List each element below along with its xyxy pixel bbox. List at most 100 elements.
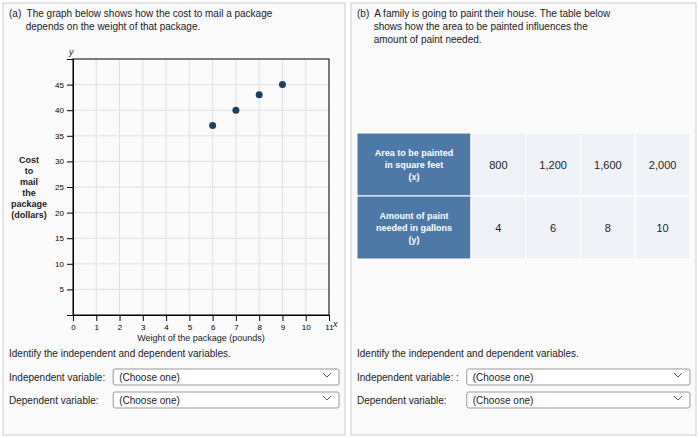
y-tick: 20: [55, 209, 73, 218]
x-tick: 6: [211, 315, 216, 332]
x-tick-label: 6: [211, 323, 216, 332]
dropdown: (Choose one): [467, 369, 690, 385]
dropdown-box: [113, 392, 339, 408]
y-tick-mark: [67, 85, 73, 86]
panel: (b) A family is going to paint their hou…: [351, 3, 696, 435]
data-label: 2,000: [649, 159, 677, 171]
data-label: 1,200: [539, 159, 567, 171]
data-label: 10: [657, 222, 669, 234]
y-tick: 5: [60, 285, 73, 294]
title: (a) The graph below shows how the cost t…: [9, 8, 273, 32]
dropdown-arrow: [674, 373, 682, 377]
y-tick-mark: [67, 110, 73, 111]
y-tick: 30: [55, 157, 73, 166]
grid-line: [73, 135, 329, 136]
table-cell: [471, 133, 526, 196]
table-cell: [635, 196, 690, 259]
y-tick-label: 10: [55, 260, 64, 269]
table-cell: [581, 133, 636, 196]
x-tick-mark: [329, 315, 330, 321]
data-label: 1,600: [594, 159, 622, 171]
x-tick-label: 2: [118, 323, 123, 332]
y-tick-mark: [67, 264, 73, 265]
x-tick-label: 4: [164, 323, 169, 332]
dropdown-text: (Choose one): [119, 395, 180, 406]
y-axis: 5 10 15 20 25 30 35 40 45: [55, 60, 73, 316]
x-tick-mark: [120, 315, 121, 321]
grid: [73, 59, 329, 315]
x-tick: 5: [188, 315, 193, 332]
grid-line: [73, 238, 329, 239]
dropdown-label: Independent variable:: [9, 372, 105, 383]
table-cell: [581, 196, 636, 259]
y-axis-line: [67, 60, 74, 316]
x-tick: 9: [281, 315, 286, 332]
grid-line: [73, 110, 329, 111]
x-tick-label: 5: [188, 323, 193, 332]
row-header: Area to be paintedin square feet(x): [357, 133, 471, 196]
dropdown-arrow: [323, 373, 331, 377]
x-tick-mark: [236, 315, 237, 321]
dropdown-text: (Choose one): [119, 372, 180, 383]
table-cell: [471, 196, 526, 259]
x-tick-label: 10: [302, 323, 311, 332]
grid-line: [73, 289, 329, 290]
y-tick-label: 5: [60, 285, 65, 294]
y-tick: 40: [55, 106, 73, 115]
y-tick-mark: [67, 136, 73, 137]
y-tick-mark: [67, 187, 73, 188]
x-tick-label: 0: [71, 323, 76, 332]
figure: (a) The graph below shows how the cost t…: [0, 0, 699, 438]
dropdown: (Choose one): [113, 392, 339, 408]
x-tick: 7: [234, 315, 239, 332]
dropdown-box: [467, 369, 690, 385]
data-label: 6: [550, 222, 556, 234]
row-header: Amount of paintneeded in gallons(y): [357, 196, 471, 259]
x-tick-mark: [189, 315, 190, 321]
x-tick: 1: [95, 315, 100, 332]
grid-line: [73, 263, 329, 264]
x-tick-mark: [143, 315, 144, 321]
dropdown-box: [467, 392, 690, 408]
x-tick-mark: [213, 315, 214, 321]
panel-background: [3, 3, 345, 435]
x-tick-label: 1: [95, 323, 100, 332]
instruction: Identify the independent and dependent v…: [9, 348, 231, 359]
x-tick-label: 8: [257, 323, 262, 332]
y-tick: 45: [55, 81, 73, 90]
grid-line: [73, 187, 329, 188]
y-axis-marker: y: [68, 47, 74, 57]
header-label: Amount of paintneeded in gallons(y): [376, 211, 452, 245]
dropdown-text: (Choose one): [473, 395, 534, 406]
dropdown: (Choose one): [113, 369, 339, 385]
y-tick-label: 15: [55, 234, 64, 243]
y-tick: 25: [55, 183, 73, 192]
point: [209, 122, 216, 129]
y-axis-title: Costtomailthepackage(dollars): [11, 155, 47, 220]
x-tick-label: 9: [281, 323, 286, 332]
y-tick-mark: [67, 238, 73, 239]
y-tick: 35: [55, 132, 73, 141]
grid-line: [73, 212, 329, 213]
x-tick: 8: [257, 315, 262, 332]
x-axis-marker: x: [332, 319, 338, 329]
dropdown-arrow: [674, 396, 682, 400]
header-cell: [357, 196, 471, 259]
x-tick: 2: [118, 315, 123, 332]
x-axis: 01234567891011: [71, 315, 334, 332]
point: [279, 81, 286, 88]
instruction: Identify the independent and dependent v…: [357, 348, 579, 359]
y-tick-mark: [67, 161, 73, 162]
x-tick-label: 3: [141, 323, 146, 332]
x-tick: 10: [302, 315, 311, 332]
dropdown: (Choose one): [467, 392, 690, 408]
table-cell: [526, 133, 581, 196]
x-tick: 0: [71, 315, 76, 332]
grid-line: [73, 84, 329, 85]
x-tick-mark: [259, 315, 260, 321]
header-label: Area to be paintedin square feet(x): [375, 148, 454, 182]
plot-frame: [73, 59, 329, 315]
dropdown-text: (Choose one): [473, 372, 534, 383]
x-tick-mark: [96, 315, 97, 321]
dropdown-label: Dependent variable:: [9, 395, 99, 406]
